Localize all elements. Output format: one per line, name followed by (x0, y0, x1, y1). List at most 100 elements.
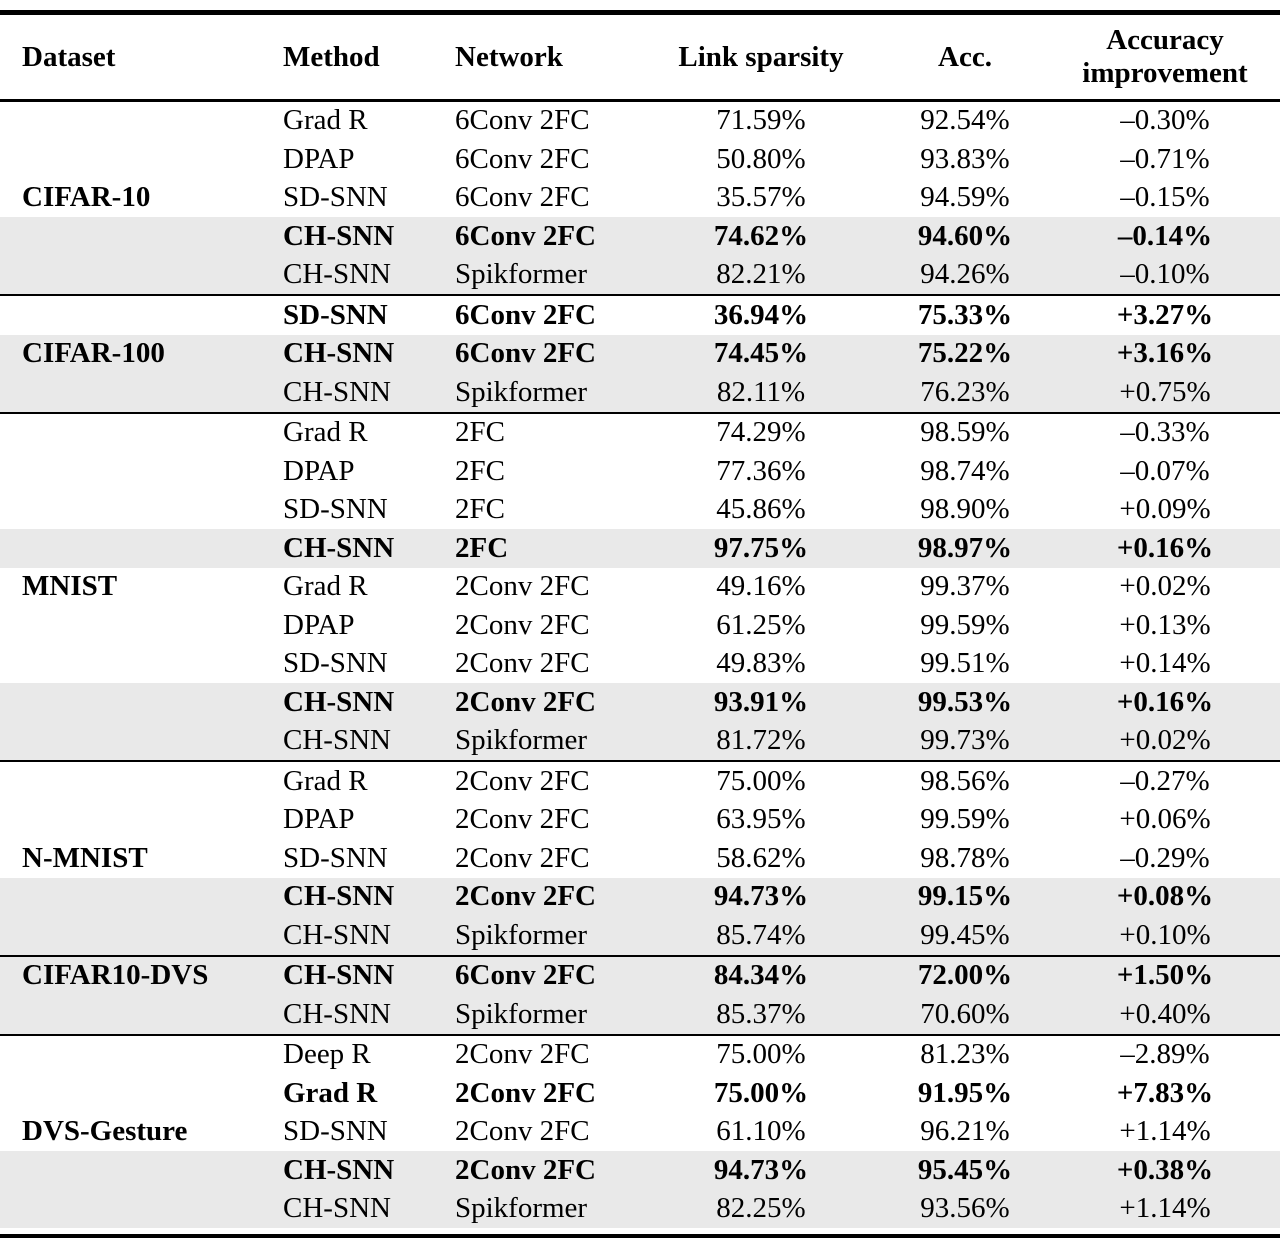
cell-improvement: +0.06% (1119, 803, 1211, 836)
cell-link-sparsity: 61.10% (716, 1115, 806, 1148)
cell-dataset (0, 256, 262, 296)
table-row: DPAP 2Conv 2FC 61.25% 99.59% +0.13% (0, 606, 1280, 645)
cell-link-sparsity: 49.83% (716, 647, 806, 680)
cell-improvement: +0.38% (1116, 1153, 1214, 1186)
cell-improvement: –0.29% (1120, 841, 1210, 874)
cell-acc: 76.23% (920, 375, 1010, 408)
cell-improvement: +1.50% (1116, 959, 1214, 992)
spacer-row (0, 1228, 1280, 1237)
cell-method: SD-SNN (283, 841, 388, 874)
cell-improvement: +0.75% (1119, 375, 1211, 408)
cell-improvement: –0.33% (1120, 416, 1210, 449)
cell-acc: 98.74% (920, 454, 1010, 487)
cell-improvement: –0.27% (1120, 764, 1210, 797)
cell-dataset: DVS-Gesture (22, 1115, 188, 1148)
cell-dataset: CIFAR-100 (22, 337, 165, 370)
cell-dataset (0, 491, 262, 530)
cell-method: CH-SNN (283, 258, 391, 291)
cell-improvement: +0.13% (1119, 608, 1211, 641)
cell-improvement: –2.89% (1120, 1038, 1210, 1071)
cell-link-sparsity: 85.37% (716, 997, 806, 1030)
cell-acc: 99.59% (920, 803, 1010, 836)
cell-improvement: +0.10% (1119, 918, 1211, 951)
cell-improvement: –0.14% (1117, 219, 1213, 252)
cell-dataset (0, 722, 262, 762)
cell-dataset (0, 1035, 262, 1075)
cell-dataset (0, 1074, 262, 1113)
table-row: N-MNIST SD-SNN 2Conv 2FC 58.62% 98.78% –0.29% (0, 839, 1280, 878)
table-row: MNIST Grad R 2Conv 2FC 49.16% 99.37% +0.02% (0, 568, 1280, 607)
cell-acc: 72.00% (917, 959, 1013, 992)
cell-network: 2Conv 2FC (455, 685, 596, 718)
cell-method: SD-SNN (283, 1115, 388, 1148)
cell-method: DPAP (283, 454, 355, 487)
table-row: SD-SNN 6Conv 2FC 36.94% 75.33% +3.27% (0, 295, 1280, 335)
column-header-method: Method (262, 12, 437, 102)
cell-dataset (0, 217, 262, 256)
cell-network: 2FC (455, 531, 509, 564)
table-row: DPAP 2FC 77.36% 98.74% –0.07% (0, 452, 1280, 491)
table-row: CH-SNN 2Conv 2FC 94.73% 95.45% +0.38% (0, 1151, 1280, 1190)
cell-method: CH-SNN (283, 375, 391, 408)
cell-dataset (0, 761, 262, 801)
cell-dataset (0, 878, 262, 917)
cell-acc: 98.59% (920, 416, 1010, 449)
cell-acc: 70.60% (920, 997, 1010, 1030)
cell-acc: 93.56% (920, 1192, 1010, 1225)
cell-network: 2Conv 2FC (455, 608, 590, 641)
cell-improvement: –0.30% (1120, 104, 1210, 137)
cell-improvement: +0.16% (1116, 685, 1214, 718)
results-table: Dataset Method Network Link sparsity Acc… (0, 10, 1280, 1238)
table-row: CH-SNN Spikformer 81.72% 99.73% +0.02% (0, 721, 1280, 762)
cell-method: CH-SNN (283, 1153, 395, 1186)
cell-improvement: +7.83% (1116, 1076, 1214, 1109)
cell-link-sparsity: 93.91% (713, 685, 809, 718)
cell-network: 2Conv 2FC (455, 570, 590, 603)
cell-method: SD-SNN (283, 493, 388, 526)
table-row: CH-SNN Spikformer 82.21% 94.26% –0.10% (0, 255, 1280, 296)
cell-method: CH-SNN (283, 918, 391, 951)
cell-improvement: –0.10% (1120, 258, 1210, 291)
cell-dataset (0, 295, 262, 335)
cell-method: SD-SNN (283, 647, 388, 680)
cell-dataset (0, 100, 262, 140)
cell-dataset (0, 1151, 262, 1190)
cell-link-sparsity: 82.21% (716, 258, 806, 291)
cell-network: 2Conv 2FC (455, 764, 590, 797)
cell-dataset (0, 645, 262, 684)
cell-method: CH-SNN (283, 685, 395, 718)
cell-improvement: +0.02% (1119, 724, 1211, 757)
cell-acc: 94.59% (920, 181, 1010, 214)
cell-method: DPAP (283, 142, 355, 175)
cell-network: 2Conv 2FC (455, 880, 596, 913)
cell-network: 2Conv 2FC (455, 1115, 590, 1148)
cell-link-sparsity: 36.94% (713, 298, 809, 331)
table-row: Grad R 2Conv 2FC 75.00% 91.95% +7.83% (0, 1074, 1280, 1113)
cell-link-sparsity: 74.45% (713, 337, 809, 370)
cell-network: 6Conv 2FC (455, 181, 590, 214)
cell-network: 6Conv 2FC (455, 298, 596, 331)
cell-network: Spikformer (455, 1192, 588, 1225)
cell-link-sparsity: 58.62% (716, 841, 806, 874)
cell-method: DPAP (283, 803, 355, 836)
cell-acc: 99.59% (920, 608, 1010, 641)
table-row: SD-SNN 2FC 45.86% 98.90% +0.09% (0, 491, 1280, 530)
cell-acc: 94.26% (920, 258, 1010, 291)
cell-method: Grad R (283, 570, 368, 603)
cell-link-sparsity: 82.25% (716, 1192, 806, 1225)
cell-link-sparsity: 75.00% (716, 1038, 806, 1071)
cell-link-sparsity: 84.34% (713, 959, 809, 992)
cell-network: 6Conv 2FC (455, 104, 590, 137)
cell-acc: 81.23% (920, 1038, 1010, 1071)
cell-dataset (0, 413, 262, 453)
cell-improvement: +0.14% (1119, 647, 1211, 680)
table-row: DPAP 6Conv 2FC 50.80% 93.83% –0.71% (0, 140, 1280, 179)
cell-link-sparsity: 77.36% (716, 454, 806, 487)
table-row: CH-SNN Spikformer 85.37% 70.60% +0.40% (0, 995, 1280, 1035)
dataset-group: Grad R 6Conv 2FC 71.59% 92.54% –0.30% DPAP 6Co… (0, 100, 1280, 296)
cell-dataset: CIFAR10-DVS (22, 959, 209, 992)
cell-acc: 92.54% (920, 104, 1010, 137)
cell-method: CH-SNN (283, 997, 391, 1030)
table-row: CIFAR-10 SD-SNN 6Conv 2FC 35.57% 94.59% –0.15… (0, 179, 1280, 218)
cell-network: 2FC (455, 454, 505, 487)
